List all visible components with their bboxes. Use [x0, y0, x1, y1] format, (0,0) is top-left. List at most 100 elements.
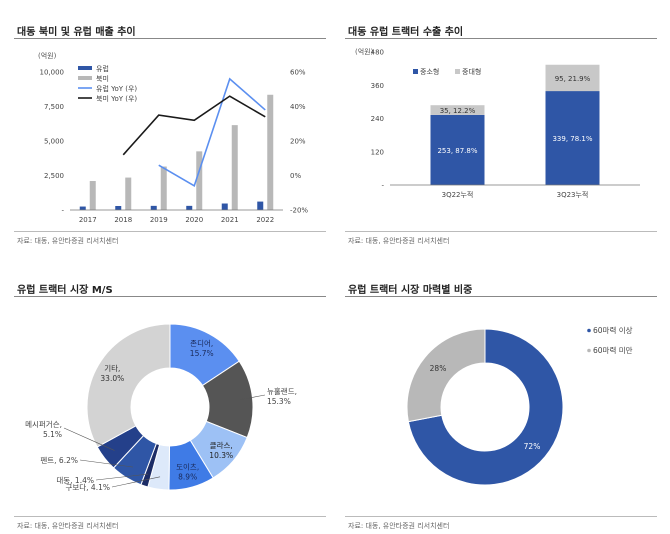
tl-unit-label: (억원) — [38, 51, 57, 60]
tl-bar-europe — [150, 205, 157, 210]
bl-label-value: 6.2% — [57, 456, 78, 465]
bl-label-name: 기타, — [104, 364, 120, 373]
tl-bar-europe — [79, 206, 86, 210]
panel-title-tr: 대동 유럽 트랙터 수출 추이 — [348, 27, 464, 38]
tl-xtick: 2021 — [221, 216, 239, 224]
tr-bar-small — [545, 91, 600, 185]
bl-label-value: 33.0% — [100, 374, 124, 383]
source-tr: 자료: 대동, 유안타증권 리서치센터 — [348, 237, 450, 245]
title-rule-tr — [345, 38, 657, 39]
tl-xtick: 2018 — [114, 216, 132, 224]
tr-data-label: 95, 21.9% — [555, 75, 591, 83]
bl-label-name: 구보다, 4.1% — [65, 483, 110, 492]
tl-xtick: 2017 — [79, 216, 97, 224]
tr-data-label: 253, 87.8% — [437, 147, 477, 155]
bl-label-name: 메시퍼거슨, — [25, 420, 62, 429]
tr-ytick: 120 — [371, 148, 384, 156]
chart-bl-market-share: 존디어,15.7% 뉴홀랜드,15.3% 클라스,10.3% 도이츠,8.9% 구보다,… — [25, 323, 297, 492]
tl-bar-na — [125, 177, 132, 210]
bl-label-value: 10.3% — [209, 451, 233, 460]
tl-xtick: 2020 — [185, 216, 203, 224]
panel-title-tl: 대동 북미 및 유럽 매출 추이 — [17, 27, 136, 38]
tl-ytick-left: 10,000 — [40, 69, 65, 77]
title-rule-bl — [14, 296, 326, 297]
tr-ytick: - — [381, 182, 384, 190]
br-legend-bullet — [587, 328, 591, 333]
br-legend-bullet — [587, 348, 591, 353]
tr-ytick: 480 — [371, 49, 384, 57]
bl-leader-line — [79, 459, 133, 468]
bl-label-value: 4.1% — [89, 483, 110, 492]
tl-ytick-left: 5,000 — [44, 138, 64, 146]
tl-xtick: 2019 — [150, 216, 168, 224]
panel-title-bl: 유럽 트랙터 시장 M/S — [17, 285, 113, 296]
bl-label-value: 15.7% — [190, 349, 214, 358]
bl-label-value: 15.3% — [267, 397, 291, 406]
source-rule-br — [345, 516, 657, 517]
tl-ytick-right: 0% — [290, 172, 301, 180]
tl-bar-na — [231, 125, 238, 210]
tr-ytick: 360 — [371, 82, 384, 90]
tr-xtick: 3Q22누적 — [442, 190, 474, 199]
source-rule-bl — [14, 516, 326, 517]
tr-legend-swatch — [413, 69, 418, 74]
bl-label-value: 8.9% — [178, 473, 197, 482]
tr-bar-large — [545, 64, 600, 92]
tr-data-label: 35, 12.2% — [440, 107, 476, 115]
source-rule-tr — [345, 231, 657, 232]
bl-label-name-part: 구보다, — [65, 483, 88, 492]
chart-br-hp-split: 72% 28% 60마력 이상 60마력 미만 — [406, 325, 633, 486]
title-rule-br — [345, 296, 657, 297]
bl-label-name: 펜트, 6.2% — [40, 456, 78, 465]
tl-line-na-yoy — [122, 95, 266, 156]
tl-bar-europe — [221, 203, 228, 210]
bl-label-name: 존디어, — [190, 338, 213, 348]
chart-tl-revenue: (억원) - 2,500 5,000 7,500 10,000 -20% 0% 20% 40% 6… — [38, 51, 308, 224]
bl-label-name: 뉴홀랜드, — [267, 386, 297, 396]
tr-xtick: 3Q23누적 — [557, 190, 589, 199]
tl-ytick-left: 7,500 — [44, 103, 64, 111]
title-rule-tl — [14, 38, 326, 39]
br-slice — [406, 328, 486, 423]
source-bl: 자료: 대동, 유안타증권 리서치센터 — [17, 522, 119, 530]
tl-ytick-right: 40% — [290, 103, 306, 111]
bl-label-name: 도이츠, — [176, 462, 199, 472]
bl-label-value: 1.4% — [73, 476, 94, 485]
tl-ytick-right: -20% — [290, 207, 308, 215]
bl-leader-line — [111, 476, 161, 488]
br-slice-label: 72% — [524, 442, 541, 451]
tl-legend-label: 북미 — [96, 74, 109, 83]
tr-unit-label: (억원) — [355, 47, 374, 56]
tr-legend-label: 중소형 — [420, 68, 439, 76]
bl-leader-line — [63, 427, 115, 451]
br-slice-label: 28% — [430, 364, 447, 373]
tl-line-europe-yoy — [158, 77, 266, 188]
bl-label-name: 클라스, — [210, 441, 233, 450]
bl-leader-line — [95, 473, 149, 481]
tr-data-label: 339, 78.1% — [552, 135, 592, 143]
tl-ytick-left: 2,500 — [44, 172, 64, 180]
br-legend-label: 60마력 이상 — [593, 325, 633, 335]
tl-bar-europe — [186, 205, 193, 210]
tr-legend-label: 중대형 — [462, 68, 481, 76]
tr-ytick: 240 — [371, 115, 384, 123]
tl-legend-label: 유럽 — [96, 64, 109, 73]
tl-legend-label: 유럽 YoY (우) — [96, 84, 137, 93]
tl-bar-europe — [115, 205, 122, 210]
bl-leader-line — [240, 394, 266, 400]
tr-bar-large — [430, 105, 485, 115]
tl-legend-swatch — [78, 66, 92, 70]
tr-legend-swatch — [455, 69, 460, 74]
tr-bar-small — [430, 114, 485, 185]
source-br: 자료: 대동, 유안타증권 리서치센터 — [348, 522, 450, 530]
tl-bar-europe — [257, 201, 264, 210]
source-tl: 자료: 대동, 유안타증권 리서치센터 — [17, 237, 119, 245]
panel-title-br: 유럽 트랙터 시장 마력별 비중 — [348, 285, 473, 296]
tl-legend-label: 북미 YoY (우) — [96, 94, 137, 103]
tl-bar-na — [89, 181, 96, 210]
tl-ytick-right: 60% — [290, 69, 306, 77]
tl-ytick-right: 20% — [290, 138, 306, 146]
bl-label-name-part: 대동, — [56, 476, 72, 485]
bl-label-name: 대동, 1.4% — [56, 476, 94, 485]
tl-ytick-left: - — [61, 207, 64, 215]
